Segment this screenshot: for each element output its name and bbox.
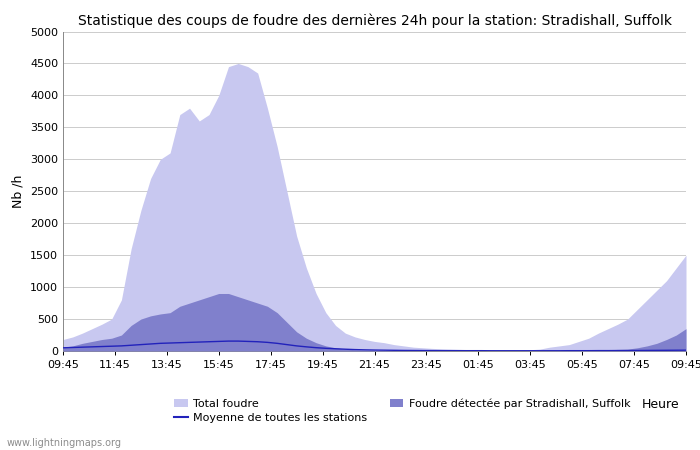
Text: Heure: Heure: [641, 398, 679, 411]
Title: Statistique des coups de foudre des dernières 24h pour la station: Stradishall, : Statistique des coups de foudre des dern…: [78, 13, 671, 27]
Text: www.lightningmaps.org: www.lightningmaps.org: [7, 437, 122, 447]
Y-axis label: Nb /h: Nb /h: [11, 175, 25, 208]
Legend: Total foudre, Moyenne de toutes les stations, Foudre détectée par Stradishall, S: Total foudre, Moyenne de toutes les stat…: [174, 398, 630, 423]
